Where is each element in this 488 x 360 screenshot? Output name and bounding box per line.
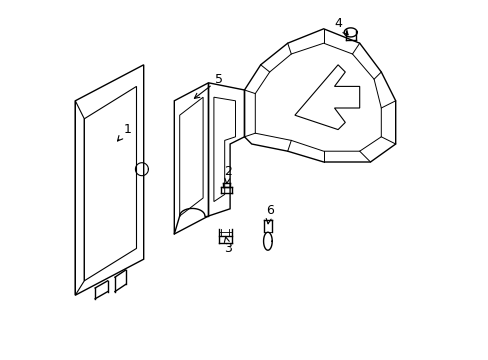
Text: 2: 2 — [224, 165, 232, 184]
Text: 1: 1 — [117, 123, 131, 141]
Text: 4: 4 — [333, 17, 347, 35]
Text: 6: 6 — [265, 204, 273, 224]
Text: 3: 3 — [224, 236, 232, 255]
Text: 5: 5 — [194, 73, 223, 98]
